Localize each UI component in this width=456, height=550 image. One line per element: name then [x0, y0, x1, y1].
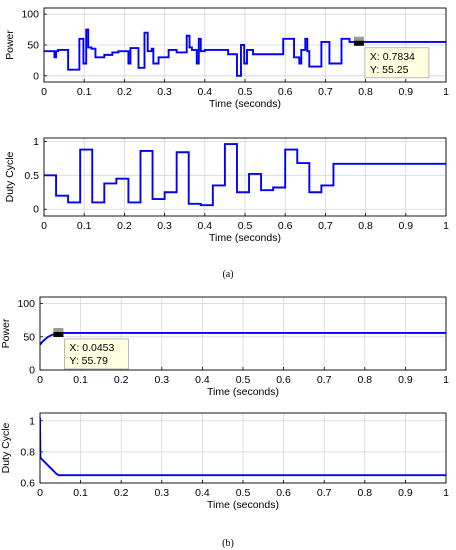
x-tick-label: 0.8 [357, 487, 372, 499]
x-tick-label: 0.2 [114, 374, 129, 386]
x-tick-label: 0.5 [238, 220, 253, 232]
plot-frame [43, 7, 447, 83]
x-axis-label: Time (seconds) [207, 386, 279, 398]
y-tick-label: 0.5 [24, 170, 39, 182]
x-tick-label: 0.5 [236, 487, 251, 499]
series-line [44, 143, 446, 207]
x-tick-label: 0.1 [77, 86, 92, 98]
chart-3: 0 0.1 0.2 0.3 0.4 0.5 0.6 0.7 0.8 0.9 1 0 50 100 Time … [0, 296, 449, 398]
y-tick-label: 0.6 [20, 478, 35, 490]
x-tick-label: 0.6 [276, 374, 291, 386]
chart-2: 0 0.1 0.2 0.3 0.4 0.5 0.6 0.7 0.8 0.9 1 0 0.5 1 Time (… [4, 136, 449, 244]
y-axis-label: Duty Cycle [0, 422, 12, 473]
x-tick-label: 0.7 [317, 374, 332, 386]
x-tick-label: 0.6 [276, 487, 291, 499]
x-tick-label: 0.1 [73, 487, 88, 499]
x-tick-label: 0 [37, 374, 43, 386]
x-tick-label: 0.8 [357, 374, 372, 386]
plot-frame [39, 412, 447, 484]
x-tick-label: 0.5 [236, 374, 251, 386]
x-tick-label: 0.4 [195, 374, 210, 386]
x-tick-label: 0.3 [157, 86, 172, 98]
x-tick-label: 0.9 [398, 220, 413, 232]
x-tick-label: 0.3 [154, 374, 169, 386]
chart-1: 0 0.1 0.2 0.3 0.4 0.5 0.6 0.7 0.8 0.9 1 0 50 100 Time … [4, 7, 449, 110]
plot-frame [43, 137, 447, 217]
x-tick-label: 0.2 [117, 86, 132, 98]
x-tick-label: 0.4 [197, 86, 212, 98]
y-tick-label: 0 [33, 204, 39, 216]
x-tick-label: 0.6 [278, 86, 293, 98]
plot-frame [39, 296, 447, 371]
datatip-marker [353, 40, 364, 46]
panel-label-a: (a) [222, 269, 233, 280]
datatip-x-label: X: 0.0453 [69, 342, 114, 354]
y-axis-label: Power [0, 318, 12, 348]
x-tick-label: 1 [443, 86, 449, 98]
x-tick-label: 0.7 [318, 86, 333, 98]
x-tick-label: 1 [443, 220, 449, 232]
y-axis-label: Power [4, 30, 16, 60]
y-tick-label: 100 [17, 298, 35, 310]
series-line [44, 28, 446, 77]
datatip-marker-top [353, 36, 364, 43]
x-tick-label: 0.7 [317, 487, 332, 499]
chart-4: 0 0.1 0.2 0.3 0.4 0.5 0.6 0.7 0.8 0.9 1 0.6 0.8 1 Time… [0, 412, 449, 511]
x-tick-label: 0.6 [278, 220, 293, 232]
datatip-y-label: Y: 55.25 [370, 64, 409, 76]
x-tick-label: 1 [443, 487, 449, 499]
x-tick-label: 0.7 [318, 220, 333, 232]
x-tick-label: 0.3 [154, 487, 169, 499]
panel-label-b: (b) [222, 538, 234, 549]
plot-layer: 0 0.1 0.2 0.3 0.4 0.5 0.6 0.7 0.8 0.9 1050100Time … [0, 7, 449, 511]
x-tick-label: 0.8 [358, 220, 373, 232]
datatip-box [63, 338, 129, 370]
x-tick-label: 0.4 [197, 220, 212, 232]
datatip-marker [53, 331, 64, 337]
x-axis-label: Time (seconds) [209, 232, 281, 244]
x-tick-label: 0 [41, 86, 47, 98]
x-axis-label: Time (seconds) [209, 98, 281, 110]
y-tick-label: 50 [27, 40, 39, 52]
x-tick-label: 0.2 [114, 487, 129, 499]
x-tick-label: 0.9 [398, 86, 413, 98]
x-axis-label: Time (seconds) [207, 499, 279, 511]
datatip-marker-top [53, 327, 64, 334]
y-tick-label: 0 [33, 70, 39, 82]
x-tick-label: 0.2 [117, 220, 132, 232]
y-tick-label: 0 [29, 365, 35, 377]
datatip-x-label: X: 0.7834 [370, 51, 415, 63]
x-tick-label: 0.1 [73, 374, 88, 386]
x-tick-label: 0.5 [238, 86, 253, 98]
x-tick-label: 0.1 [77, 220, 92, 232]
x-tick-label: 0.8 [358, 86, 373, 98]
x-tick-label: 0.9 [398, 487, 413, 499]
x-tick-label: 0 [37, 487, 43, 499]
x-tick-label: 0.9 [398, 374, 413, 386]
x-tick-label: 0.4 [195, 487, 210, 499]
datatip-box [364, 47, 430, 79]
y-axis-label: Duty Cycle [4, 151, 16, 202]
y-tick-label: 100 [21, 9, 39, 21]
y-tick-label: 1 [29, 415, 35, 427]
y-tick-label: 0.8 [20, 446, 35, 458]
x-tick-label: 0 [41, 220, 47, 232]
y-tick-label: 1 [33, 136, 39, 148]
datatip-y-label: Y: 55.79 [69, 355, 108, 367]
x-tick-label: 1 [443, 374, 449, 386]
y-tick-label: 50 [23, 331, 35, 343]
x-tick-label: 0.3 [157, 220, 172, 232]
